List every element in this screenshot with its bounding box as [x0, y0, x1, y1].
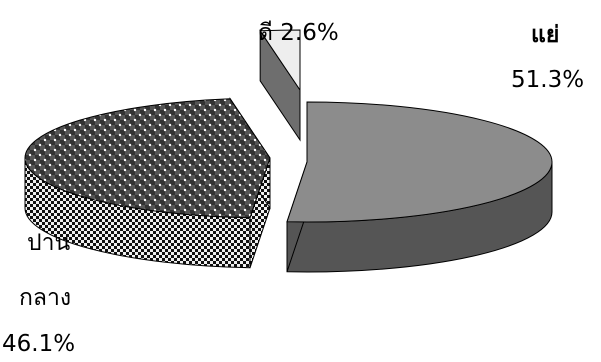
label-mid-line1: ปาน	[27, 230, 71, 256]
label-mid-value: 46.1%	[2, 331, 76, 357]
label-mid-line2: กลาง	[19, 285, 72, 311]
slice-bad-top	[286, 101, 553, 223]
slice-mid-top	[24, 98, 271, 219]
slice-good-top	[259, 29, 301, 92]
label-bad-value: 51.3%	[511, 67, 585, 93]
label-good: ดี 2.6%	[258, 20, 339, 46]
label-bad-name: แย่	[531, 22, 560, 48]
